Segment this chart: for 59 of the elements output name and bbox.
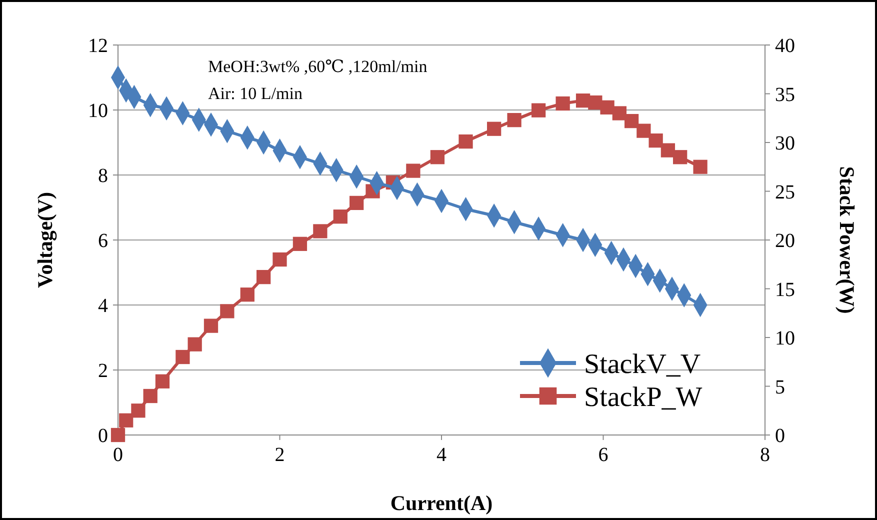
point (176, 350, 190, 364)
y-tick-label: 12 (88, 35, 108, 57)
point (350, 196, 364, 210)
point (155, 374, 170, 388)
y2-tick-label: 40 (775, 35, 795, 57)
y2-tick-label: 35 (775, 84, 795, 106)
point (272, 252, 287, 267)
point (188, 337, 202, 352)
point (292, 236, 308, 251)
point (507, 113, 522, 128)
y-axis-title: Voltage(V) (33, 192, 57, 288)
y2-tick-label: 0 (775, 425, 785, 447)
y-tick-label: 8 (98, 165, 108, 187)
y2-tick-label: 30 (775, 132, 795, 154)
y-tick-label: 2 (98, 360, 108, 382)
y2-tick-label: 5 (775, 376, 785, 398)
point (648, 133, 663, 148)
annotation: MeOH:3wt% ,60℃ ,120ml/min (208, 57, 428, 76)
point (204, 318, 218, 333)
y-tick-label: 10 (88, 100, 108, 122)
y2-tick-label: 25 (775, 181, 795, 204)
x-axis-title: Current(A) (390, 491, 493, 515)
y2-tick-label: 20 (775, 230, 795, 252)
point (110, 428, 126, 442)
legend-label: StackV_V (584, 348, 701, 380)
point (240, 288, 254, 302)
x-tick-label: 0 (113, 444, 123, 466)
x-tick-label: 6 (598, 444, 608, 466)
point (636, 124, 651, 138)
point (660, 143, 676, 158)
point (556, 96, 570, 111)
point (531, 103, 546, 118)
point (333, 210, 348, 224)
point (693, 160, 708, 174)
point (131, 404, 146, 418)
x-tick-label: 8 (760, 444, 770, 466)
point (458, 134, 473, 149)
point (430, 150, 445, 164)
y-tick-label: 0 (98, 425, 108, 447)
point (600, 100, 614, 114)
legend-label: StackP_W (584, 382, 703, 413)
y-tick-label: 4 (98, 295, 108, 317)
point (220, 304, 234, 318)
point (313, 224, 328, 238)
y-tick-label: 6 (98, 230, 108, 252)
x-tick-label: 2 (274, 444, 285, 466)
y2-tick-label: 10 (775, 328, 795, 350)
x-tick-label: 4 (436, 444, 446, 466)
point (256, 270, 271, 284)
point (143, 388, 158, 404)
point (612, 106, 626, 120)
point (119, 413, 134, 428)
point (406, 164, 420, 178)
annotation: Air: 10 L/min (208, 84, 303, 103)
y2-axis-title: Stack Power(W) (835, 166, 859, 314)
point (624, 114, 639, 128)
point (673, 150, 688, 164)
point (487, 122, 502, 136)
y2-tick-label: 15 (775, 278, 795, 301)
